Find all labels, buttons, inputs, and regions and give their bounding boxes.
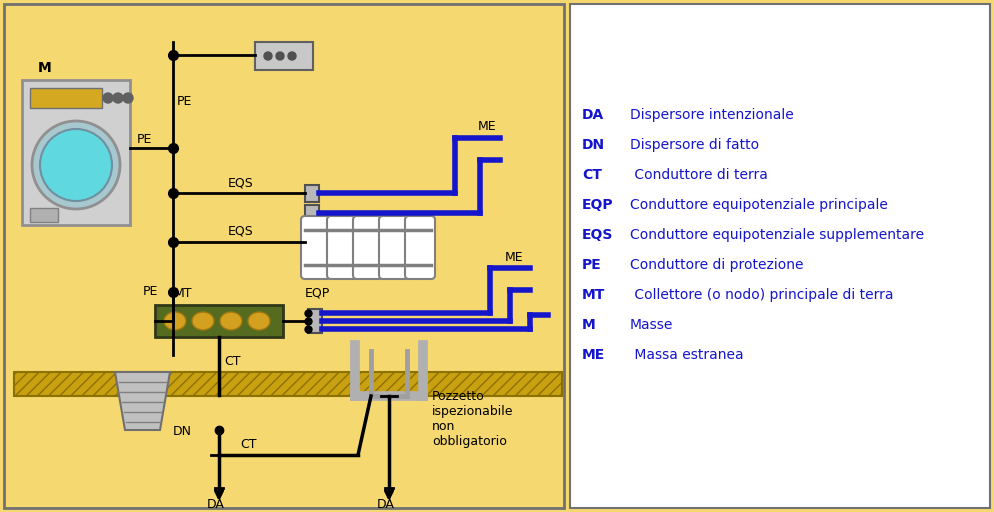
Text: Conduttore equipotenziale principale: Conduttore equipotenziale principale <box>630 198 888 212</box>
Text: obbligatorio: obbligatorio <box>432 435 507 448</box>
Bar <box>14 372 562 396</box>
Bar <box>155 305 283 337</box>
Circle shape <box>113 93 123 103</box>
Bar <box>30 88 102 108</box>
Bar <box>570 4 990 508</box>
Bar <box>308 309 322 333</box>
FancyBboxPatch shape <box>379 216 409 279</box>
Text: ME: ME <box>478 120 497 133</box>
Circle shape <box>32 121 120 209</box>
Circle shape <box>276 52 284 60</box>
FancyBboxPatch shape <box>301 216 331 279</box>
Bar <box>4 4 564 508</box>
Bar <box>30 208 58 222</box>
Text: DA: DA <box>582 108 604 122</box>
Text: M: M <box>38 61 52 75</box>
Text: PE: PE <box>137 133 152 146</box>
Circle shape <box>288 52 296 60</box>
Text: Conduttore di protezione: Conduttore di protezione <box>630 258 803 272</box>
Text: DA: DA <box>377 498 395 511</box>
Text: PE: PE <box>143 285 158 298</box>
Text: EQS: EQS <box>582 228 613 242</box>
Text: DN: DN <box>173 425 192 438</box>
Text: EQS: EQS <box>228 225 253 238</box>
Text: EQS: EQS <box>228 176 253 189</box>
Text: M: M <box>582 318 595 332</box>
Text: DN: DN <box>582 138 605 152</box>
Text: Massa estranea: Massa estranea <box>630 348 744 362</box>
Text: Pozzetto: Pozzetto <box>432 390 485 403</box>
Text: ispezionabile: ispezionabile <box>432 405 514 418</box>
Bar <box>255 42 313 70</box>
FancyBboxPatch shape <box>405 216 435 279</box>
Text: ME: ME <box>582 348 605 362</box>
Circle shape <box>103 93 113 103</box>
Text: ME: ME <box>505 251 524 264</box>
Ellipse shape <box>192 312 214 330</box>
Text: PE: PE <box>582 258 601 272</box>
Circle shape <box>264 52 272 60</box>
Text: CT: CT <box>240 438 256 451</box>
Ellipse shape <box>220 312 242 330</box>
Polygon shape <box>115 372 170 430</box>
Text: DA: DA <box>207 498 225 511</box>
Text: Dispersore di fatto: Dispersore di fatto <box>630 138 759 152</box>
Circle shape <box>40 129 112 201</box>
Text: MT: MT <box>174 287 193 300</box>
Text: Collettore (o nodo) principale di terra: Collettore (o nodo) principale di terra <box>630 288 894 302</box>
Bar <box>305 185 319 202</box>
Bar <box>22 80 130 225</box>
Bar <box>305 205 319 222</box>
Text: Conduttore di terra: Conduttore di terra <box>630 168 768 182</box>
Text: EQP: EQP <box>582 198 613 212</box>
Ellipse shape <box>164 312 186 330</box>
Ellipse shape <box>248 312 270 330</box>
Text: CT: CT <box>582 168 602 182</box>
Text: EQP: EQP <box>305 286 330 299</box>
Text: PE: PE <box>177 95 193 108</box>
Text: non: non <box>432 420 455 433</box>
Text: Dispersore intenzionale: Dispersore intenzionale <box>630 108 794 122</box>
FancyBboxPatch shape <box>327 216 357 279</box>
Text: MT: MT <box>582 288 605 302</box>
FancyBboxPatch shape <box>353 216 383 279</box>
Text: Masse: Masse <box>630 318 673 332</box>
Text: Conduttore equipotenziale supplementare: Conduttore equipotenziale supplementare <box>630 228 924 242</box>
Text: CT: CT <box>224 355 241 368</box>
Circle shape <box>123 93 133 103</box>
